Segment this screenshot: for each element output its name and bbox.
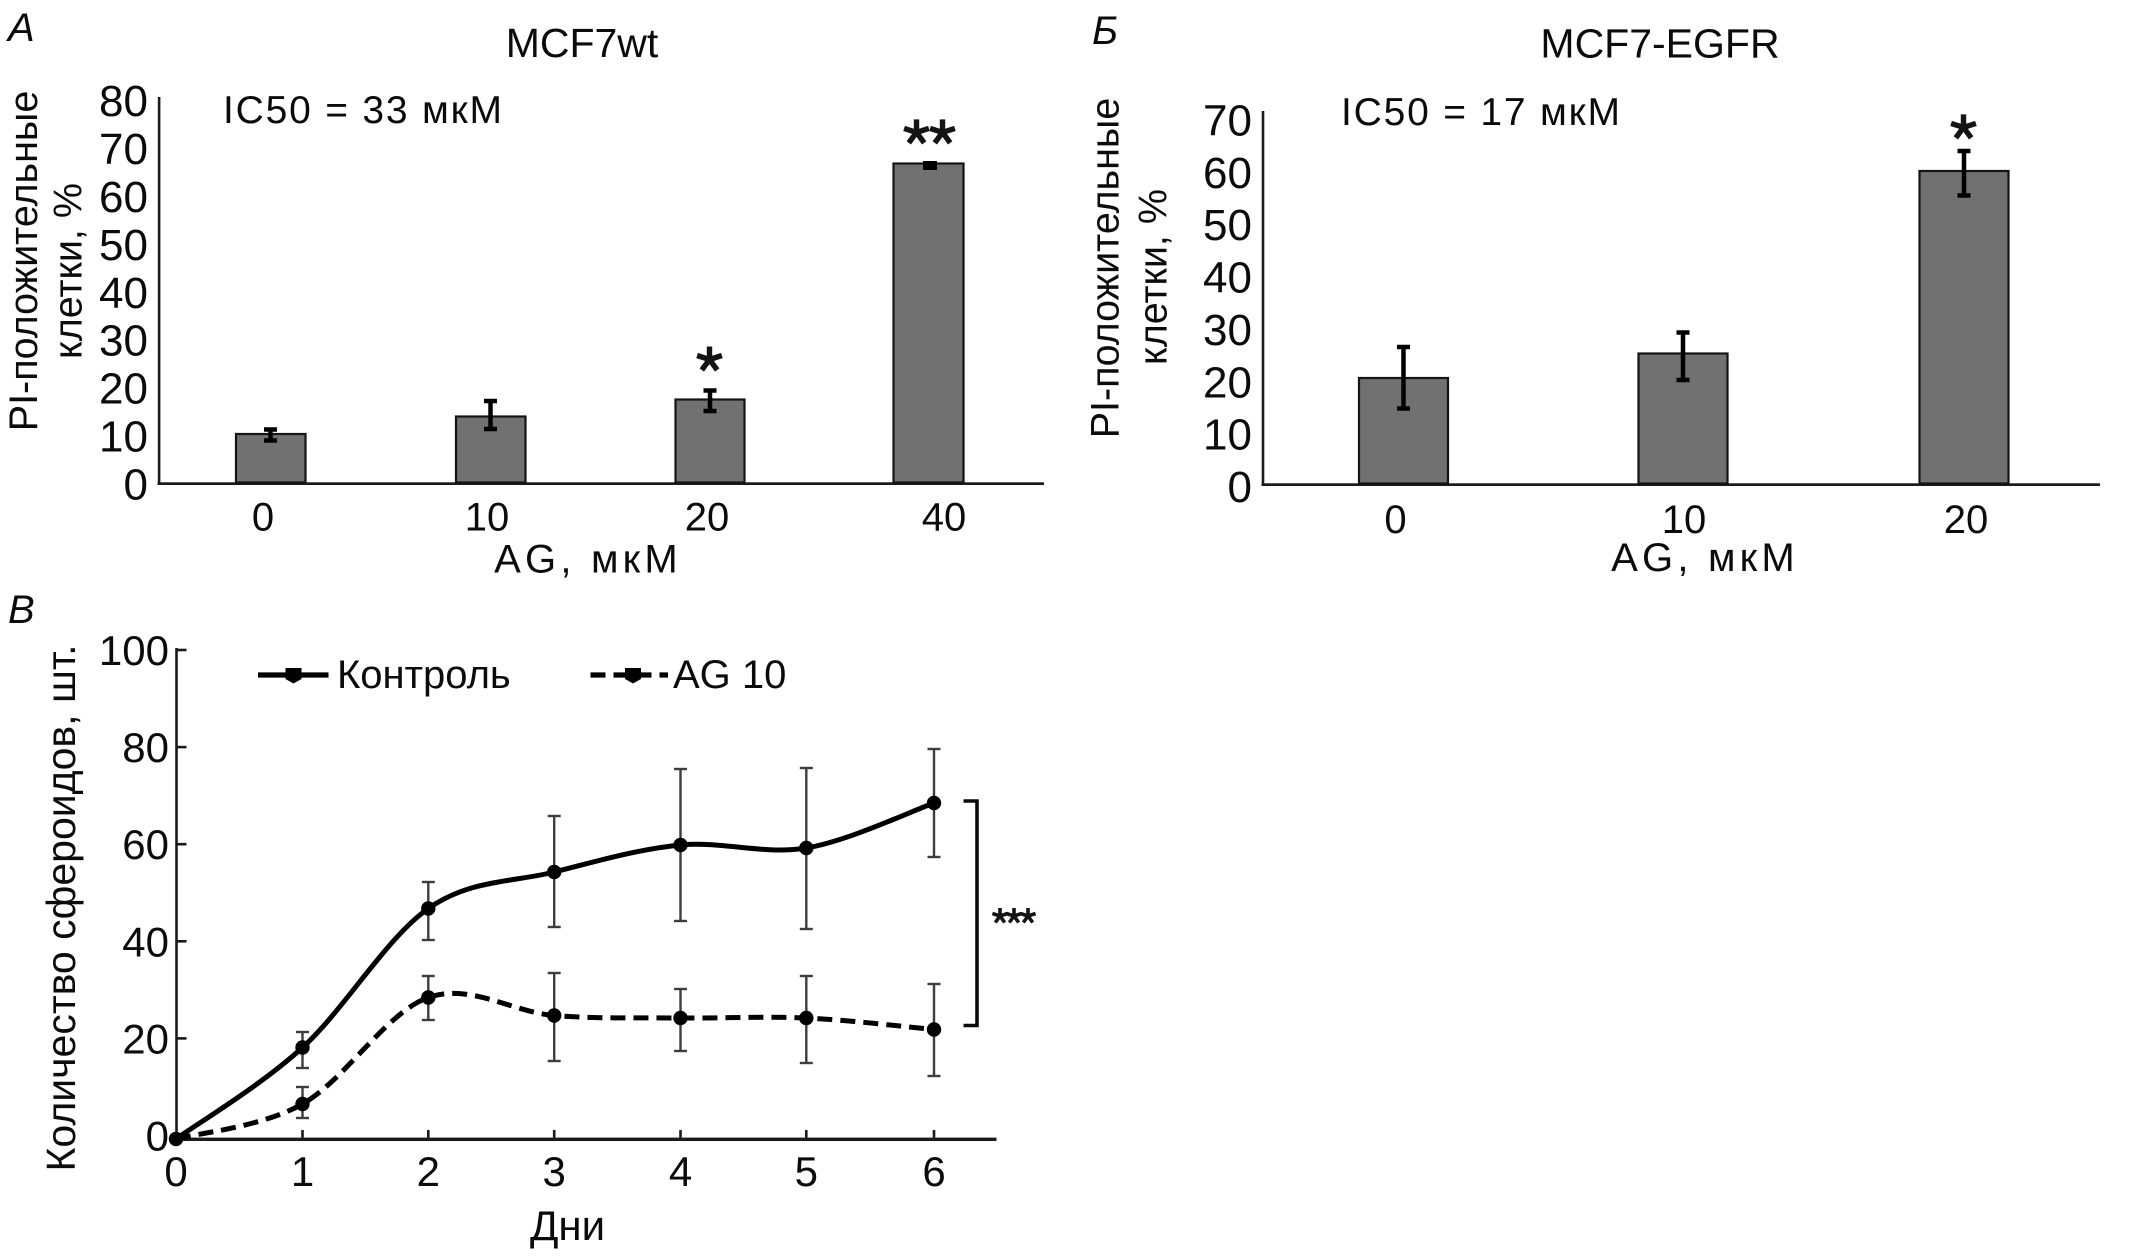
svg-text:0: 0 <box>164 1148 187 1195</box>
svg-text:IC50 = 17 мкМ: IC50 = 17 мкМ <box>1341 91 1622 134</box>
svg-text:50: 50 <box>99 221 148 270</box>
svg-text:PI-положительные: PI-положительные <box>1083 98 1127 439</box>
svg-text:6: 6 <box>922 1148 945 1195</box>
svg-text:30: 30 <box>1203 306 1252 355</box>
svg-text:10: 10 <box>465 496 510 540</box>
svg-text:60: 60 <box>1203 149 1252 198</box>
svg-text:0: 0 <box>252 496 274 540</box>
svg-text:0: 0 <box>124 460 148 509</box>
svg-text:0: 0 <box>1384 498 1406 542</box>
svg-text:4: 4 <box>669 1148 692 1195</box>
svg-text:3: 3 <box>543 1148 566 1195</box>
svg-text:100: 100 <box>99 627 169 674</box>
svg-text:1: 1 <box>291 1148 314 1195</box>
svg-text:20: 20 <box>1203 358 1252 407</box>
svg-text:Б: Б <box>1092 9 1118 53</box>
svg-text:Количество сфероидов, шт.: Количество сфероидов, шт. <box>38 645 84 1172</box>
svg-text:80: 80 <box>122 724 169 771</box>
svg-text:40: 40 <box>99 269 148 318</box>
svg-text:Контроль: Контроль <box>337 653 511 697</box>
svg-text:0: 0 <box>146 1113 169 1160</box>
svg-text:клетки, %: клетки, % <box>46 183 90 359</box>
svg-text:AG 10: AG 10 <box>673 653 786 697</box>
svg-text:IC50 = 33 мкМ: IC50 = 33 мкМ <box>223 89 504 132</box>
svg-text:А: А <box>6 6 35 50</box>
svg-text:20: 20 <box>99 365 148 414</box>
svg-text:PI-положительные: PI-положительные <box>2 91 46 432</box>
svg-text:AG, мкМ: AG, мкМ <box>494 538 682 582</box>
svg-text:В: В <box>8 588 35 632</box>
svg-text:AG, мкМ: AG, мкМ <box>1611 536 1799 580</box>
svg-text:40: 40 <box>122 918 169 965</box>
svg-text:60: 60 <box>122 821 169 868</box>
svg-text:80: 80 <box>99 77 148 126</box>
svg-text:20: 20 <box>1944 498 1989 542</box>
svg-text:50: 50 <box>1203 201 1252 250</box>
svg-text:70: 70 <box>1203 97 1252 146</box>
svg-text:60: 60 <box>99 173 148 222</box>
svg-text:40: 40 <box>1203 254 1252 303</box>
svg-text:клетки, %: клетки, % <box>1131 189 1175 365</box>
svg-text:5: 5 <box>795 1148 818 1195</box>
svg-text:2: 2 <box>417 1148 440 1195</box>
svg-text:40: 40 <box>922 496 967 540</box>
svg-text:10: 10 <box>99 413 148 462</box>
svg-text:70: 70 <box>99 125 148 174</box>
svg-text:30: 30 <box>99 317 148 366</box>
svg-text:0: 0 <box>1228 463 1252 512</box>
svg-text:10: 10 <box>1662 498 1707 542</box>
svg-text:10: 10 <box>1203 411 1252 460</box>
svg-text:MCF7-EGFR: MCF7-EGFR <box>1540 21 1779 67</box>
svg-text:20: 20 <box>685 496 730 540</box>
svg-text:Дни: Дни <box>530 1202 605 1249</box>
svg-text:MCF7wt: MCF7wt <box>506 20 659 66</box>
svg-text:20: 20 <box>122 1015 169 1062</box>
